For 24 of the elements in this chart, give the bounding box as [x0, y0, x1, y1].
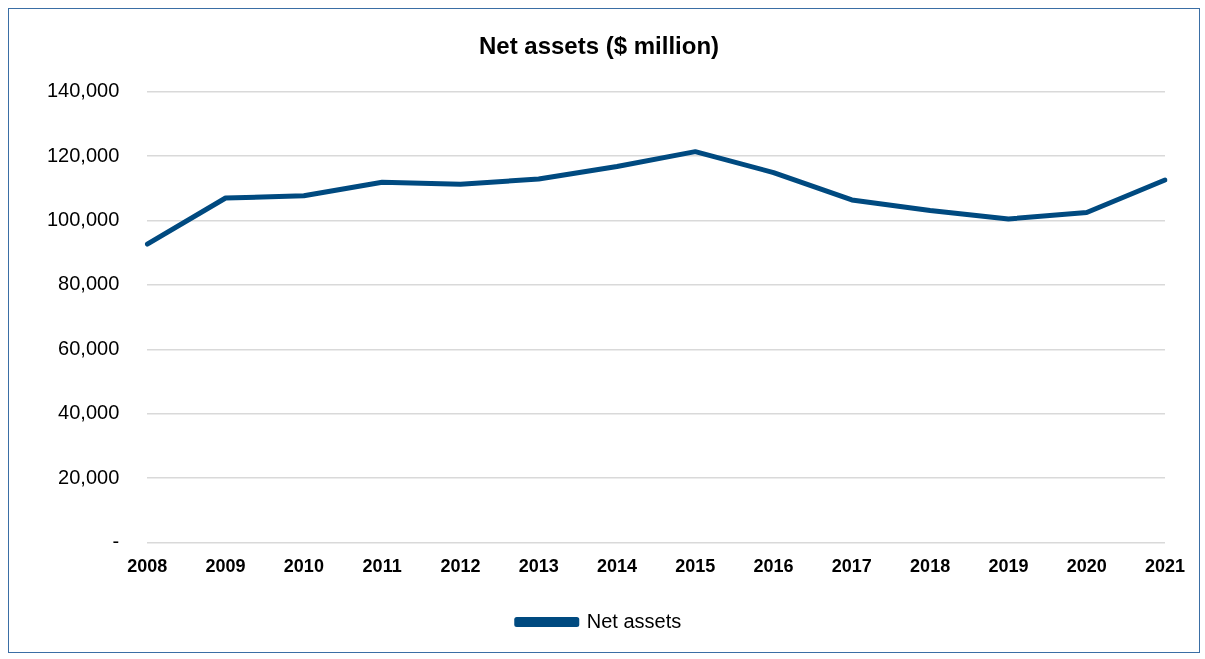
- x-tick-label: 2018: [910, 556, 951, 577]
- x-tick-label: 2011: [362, 556, 402, 577]
- y-tick-label: 120,000: [47, 143, 120, 166]
- y-tick-label: 80,000: [58, 272, 120, 295]
- x-tick-label: 2014: [596, 556, 638, 577]
- x-tick-label: 2021: [1144, 556, 1185, 577]
- x-tick-label: 2015: [675, 556, 716, 577]
- legend-label: Net assets: [586, 609, 682, 632]
- x-tick-label: 2008: [127, 556, 168, 577]
- y-tick-label: 60,000: [58, 336, 120, 359]
- x-tick-label: 2017: [831, 556, 872, 577]
- x-tick-label: 2020: [1066, 556, 1107, 577]
- y-tick-label: -: [112, 529, 120, 552]
- x-tick-label: 2016: [753, 556, 794, 577]
- x-tick-label: 2012: [440, 556, 481, 577]
- chart-title: Net assets ($ million): [478, 32, 720, 60]
- y-tick-label: 100,000: [47, 208, 120, 231]
- x-tick-label: 2019: [988, 556, 1029, 577]
- x-tick-label: 2013: [518, 556, 559, 577]
- y-tick-label: 40,000: [58, 401, 120, 424]
- x-tick-label: 2009: [205, 556, 246, 577]
- y-tick-label: 20,000: [58, 465, 120, 488]
- y-tick-label: 140,000: [47, 79, 120, 102]
- x-tick-label: 2010: [283, 556, 324, 577]
